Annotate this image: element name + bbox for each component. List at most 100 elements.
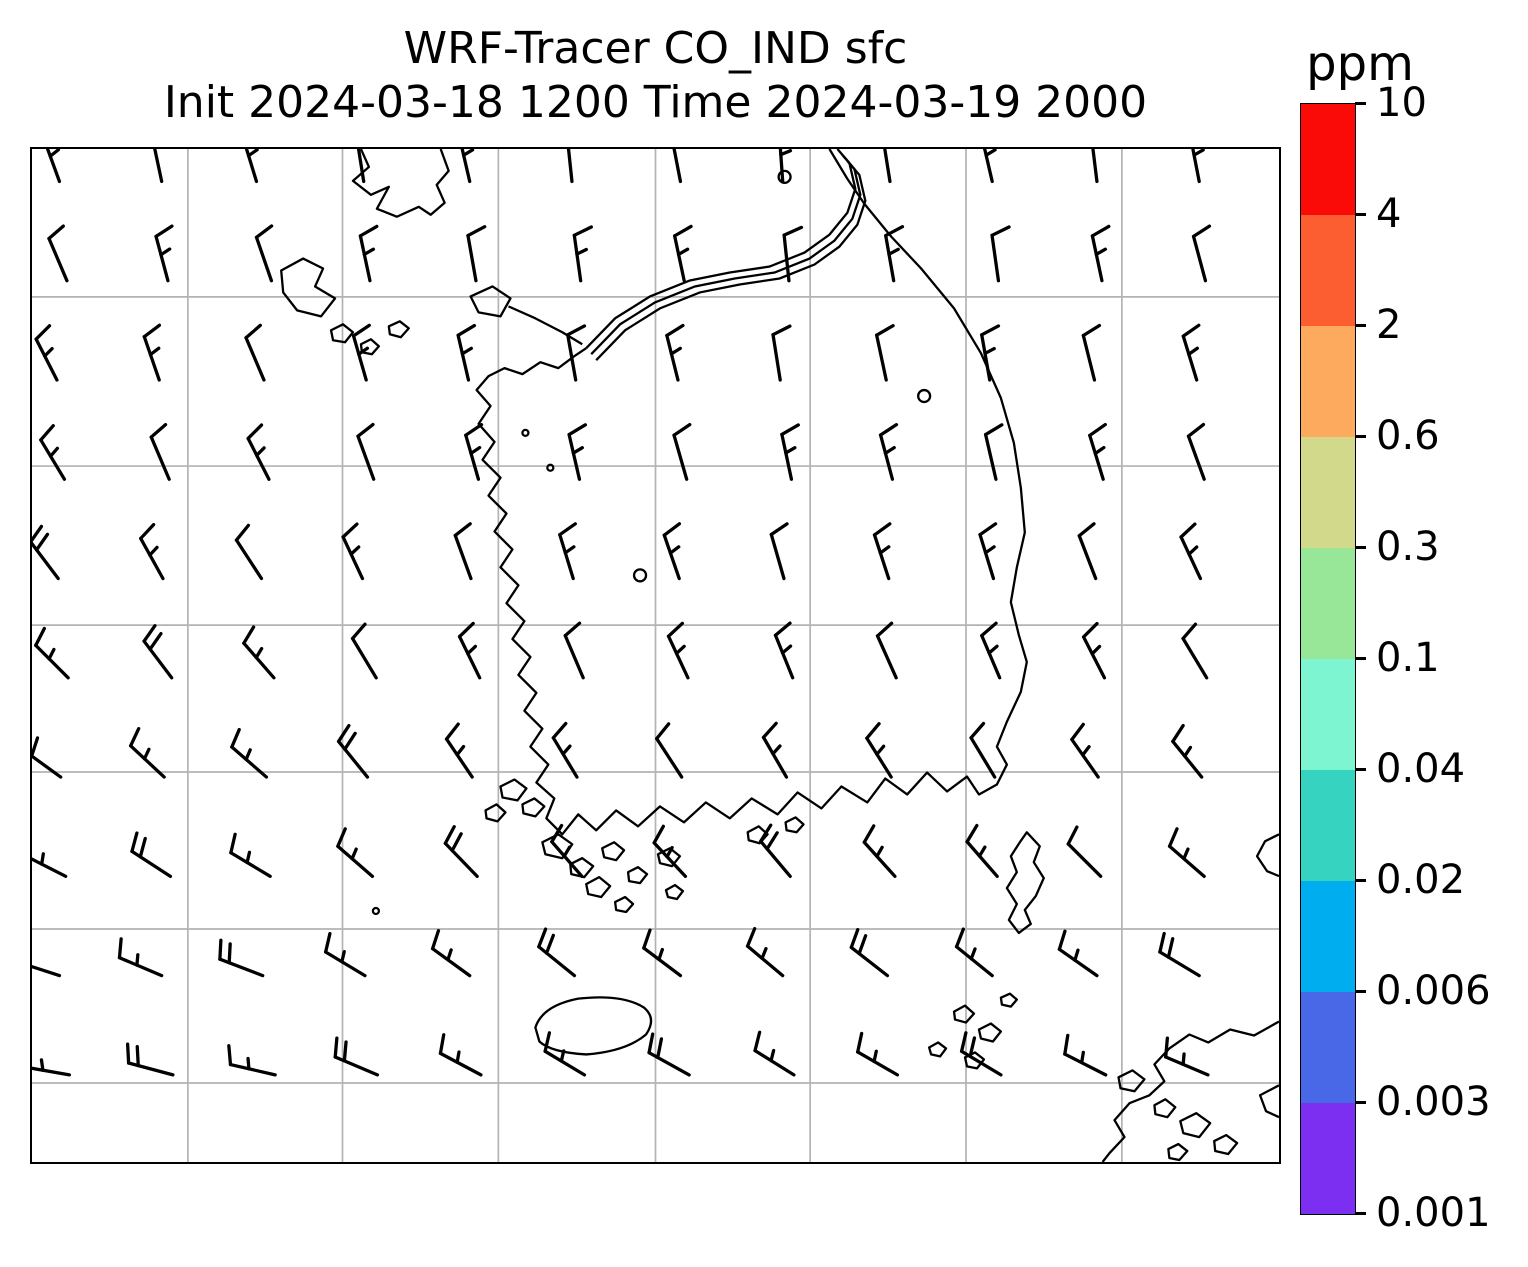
wind-barb (990, 225, 1011, 283)
wind-barb (1070, 722, 1100, 779)
wind-barb (254, 224, 274, 283)
colorbar-tick-label: 0.003 (1376, 1079, 1491, 1125)
wind-barb (242, 625, 276, 680)
wind-barb (769, 522, 789, 581)
wind-barb (959, 1031, 1003, 1077)
wind-barb (642, 928, 683, 978)
wind-barb (753, 1030, 796, 1077)
wind-barb (550, 823, 584, 878)
wind-barb (856, 1031, 900, 1077)
coastline-path (499, 778, 528, 802)
coastline-path (1258, 1084, 1279, 1119)
wind-barb (969, 721, 997, 779)
border-line (585, 149, 857, 350)
wind-barb (142, 624, 174, 680)
wind-barb (983, 149, 997, 184)
wind-barb (34, 626, 70, 680)
colorbar-tick-label: 2 (1376, 302, 1402, 348)
wind-barb (1077, 522, 1098, 581)
wind-barb (673, 224, 693, 283)
coastline-path (280, 257, 337, 318)
colorbar-segment (1301, 104, 1355, 215)
colorbar-tick-mark (1355, 102, 1366, 105)
wind-barb (655, 722, 684, 779)
coastline-path (601, 841, 626, 862)
colorbar-tick-mark (1355, 1101, 1366, 1104)
colorbar-unit-label: ppm (1306, 36, 1414, 92)
coastline-path (569, 857, 595, 879)
wind-barb (782, 225, 804, 283)
wind-barb (780, 423, 800, 481)
wind-barb (1081, 323, 1102, 382)
coastline-path (469, 285, 512, 318)
coastline-path (1255, 833, 1279, 878)
wind-barb (39, 424, 67, 481)
wind-barb (875, 324, 895, 382)
colorbar-tick-label: 0.6 (1376, 413, 1440, 459)
border-line (595, 160, 867, 361)
coastline-path (1101, 1020, 1279, 1162)
wind-barb (572, 225, 593, 283)
coastline-path (1213, 1133, 1239, 1156)
wind-barb (543, 1031, 587, 1077)
wind-barb (438, 1033, 483, 1077)
wind-barb (130, 831, 173, 878)
wind-barb (464, 422, 484, 481)
wind-barb (566, 149, 574, 184)
colorbar-tick-label: 0.02 (1376, 857, 1466, 903)
wind-barb (336, 827, 375, 878)
wind-barb (672, 422, 692, 481)
wind-barb (563, 621, 585, 680)
wind-barb (149, 423, 171, 481)
wind-barb (129, 727, 166, 779)
colorbar-tick-label: 0.001 (1376, 1190, 1491, 1236)
wind-barb (125, 1042, 175, 1077)
wind-barb (1063, 1033, 1108, 1077)
colorbar-segment (1301, 770, 1355, 881)
wind-barb (443, 825, 479, 878)
coastline-path (534, 996, 653, 1056)
coastline-path (1117, 1069, 1146, 1093)
wind-barb (466, 225, 487, 283)
coastline-path (656, 847, 682, 868)
map-plot-area (30, 147, 1281, 1164)
wind-barb (980, 324, 1001, 382)
wind-barb (566, 324, 587, 382)
islet-circle (777, 169, 792, 185)
colorbar-segment (1301, 548, 1355, 659)
wind-barb (980, 621, 1002, 680)
coastline-path (1167, 1142, 1189, 1162)
coastline-path (585, 875, 612, 899)
wind-barb (872, 522, 892, 581)
wind-barb (32, 736, 63, 779)
wind-barb (849, 927, 890, 978)
wind-barb (954, 927, 994, 978)
wind-barb (32, 852, 68, 878)
title-line1: WRF-Tracer CO_IND sfc (403, 23, 908, 74)
coastline-path (1179, 1112, 1212, 1139)
colorbar-tick-label: 10 (1376, 80, 1427, 126)
colorbar-tick-label: 0.3 (1376, 524, 1440, 570)
wind-barb (1181, 622, 1209, 680)
wind-barb (341, 522, 365, 581)
colorbar-tick-label: 0.04 (1376, 746, 1466, 792)
wind-barb (771, 324, 792, 382)
wind-barb (453, 522, 473, 581)
wind-barb (444, 722, 474, 779)
islet-circle (546, 463, 555, 472)
wind-barb (761, 721, 789, 779)
colorbar-tick-label: 0.006 (1376, 968, 1491, 1014)
wind-barb (983, 423, 1004, 481)
colorbar-segment (1301, 1103, 1355, 1214)
coastline-path (329, 323, 355, 344)
wind-barb (662, 522, 682, 581)
wind-barb (47, 224, 69, 283)
wind-barb (1091, 149, 1099, 184)
coastline-path (1005, 831, 1045, 935)
wind-barb (1186, 422, 1206, 481)
coastline-path (1153, 1098, 1177, 1119)
coastline-path (475, 149, 1028, 836)
coastline-path (784, 816, 805, 834)
wind-barb (227, 1044, 277, 1077)
wind-barb (862, 824, 897, 878)
